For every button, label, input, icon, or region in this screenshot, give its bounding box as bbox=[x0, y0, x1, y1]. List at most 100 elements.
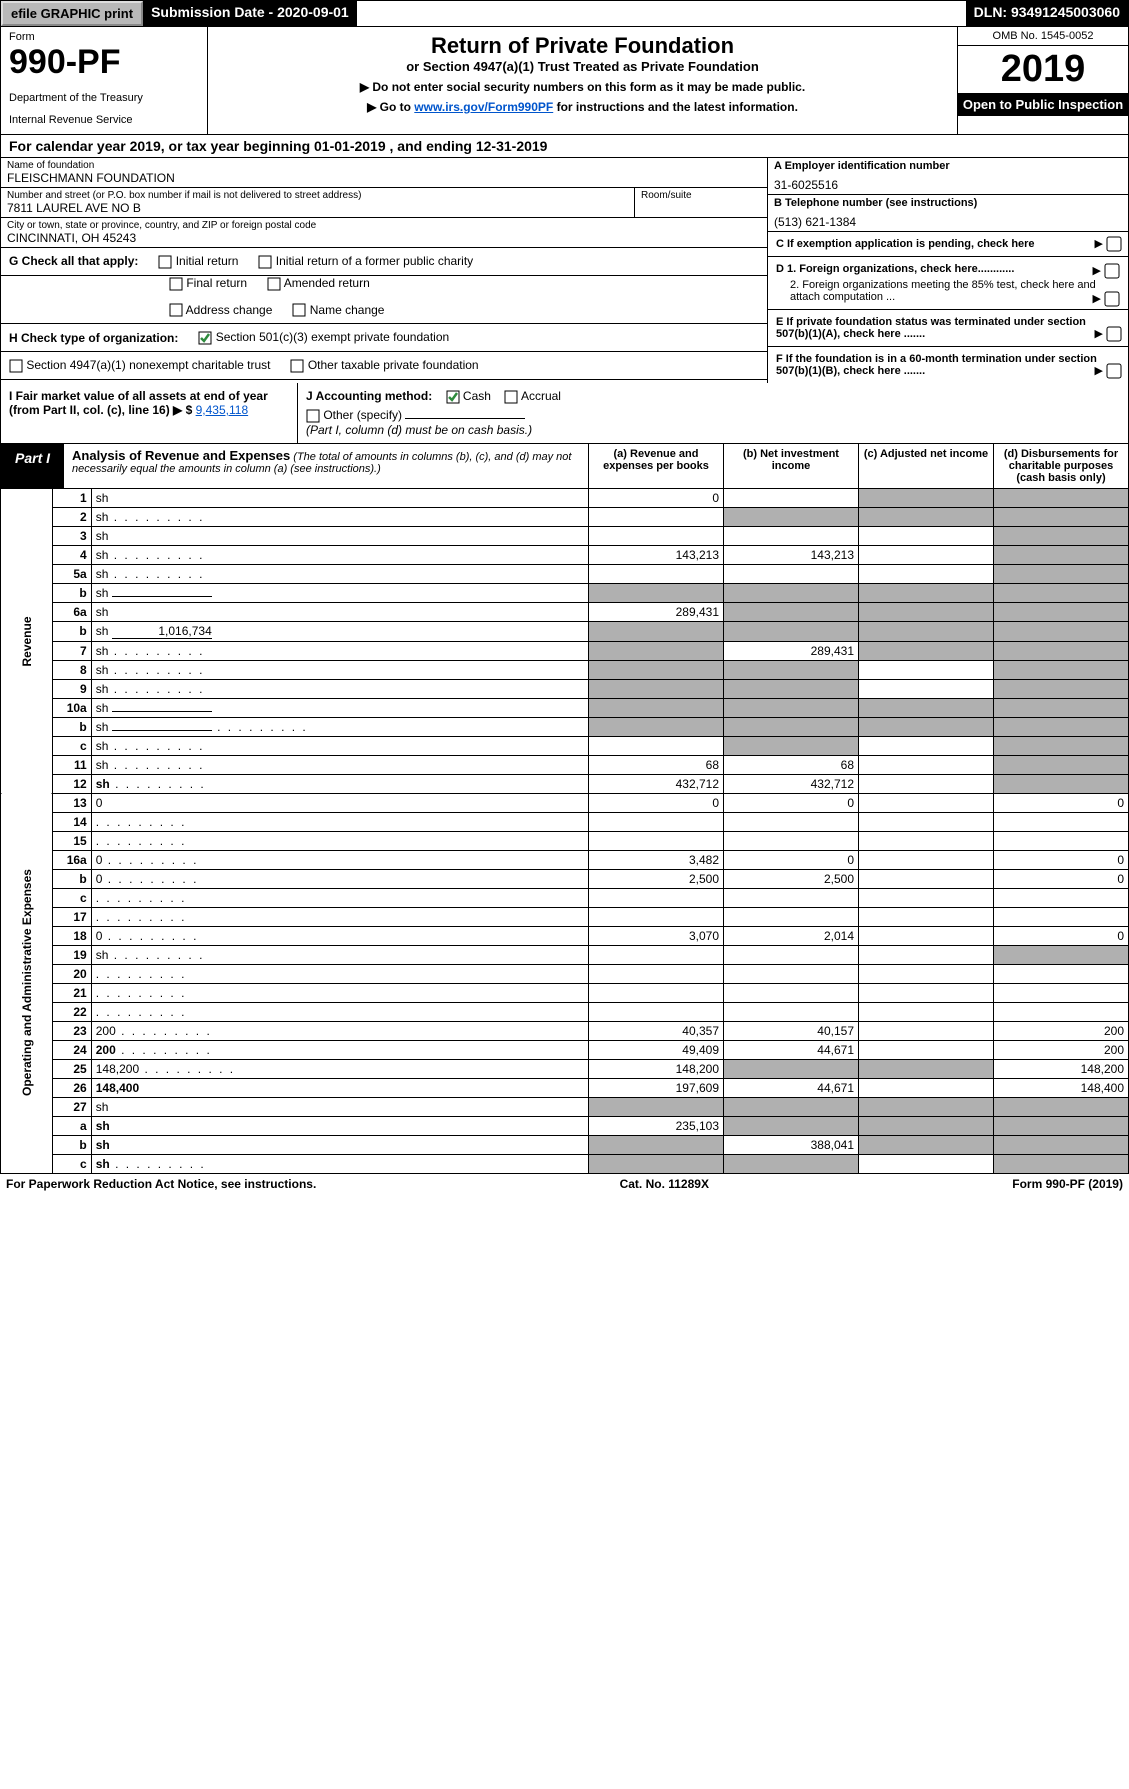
city-cell: City or town, state or province, country… bbox=[1, 218, 767, 248]
row-number: 2 bbox=[52, 507, 91, 526]
table-row: 21 bbox=[1, 983, 1129, 1002]
f-checkbox[interactable]: ▶ bbox=[1094, 363, 1122, 379]
efile-print-button[interactable]: efile GRAPHIC print bbox=[1, 1, 143, 26]
shaded-cell bbox=[724, 1059, 859, 1078]
address: 7811 LAUREL AVE NO B bbox=[7, 201, 628, 215]
j-other-checkbox[interactable]: Other (specify) bbox=[306, 408, 405, 422]
submission-date-label: Submission Date - 2020-09-01 bbox=[143, 1, 357, 26]
shaded-cell bbox=[859, 489, 994, 508]
value-cell bbox=[859, 1002, 994, 1021]
value-cell bbox=[859, 831, 994, 850]
shaded-cell bbox=[859, 583, 994, 602]
value-cell bbox=[859, 907, 994, 926]
part1-label: Part I bbox=[1, 444, 64, 488]
row-description: sh bbox=[91, 1135, 588, 1154]
row-description: 0 bbox=[91, 850, 588, 869]
value-cell bbox=[589, 812, 724, 831]
shaded-cell bbox=[589, 679, 724, 698]
value-cell bbox=[724, 526, 859, 545]
shaded-cell bbox=[994, 621, 1129, 641]
shaded-cell bbox=[994, 736, 1129, 755]
row-number: b bbox=[52, 583, 91, 602]
value-cell bbox=[859, 964, 994, 983]
row-description: sh bbox=[91, 545, 588, 564]
row-description bbox=[91, 888, 588, 907]
shaded-cell bbox=[724, 717, 859, 736]
form-number-box: Form 990-PF Department of the Treasury I… bbox=[1, 27, 208, 134]
top-bar: efile GRAPHIC print Submission Date - 20… bbox=[0, 0, 1129, 27]
value-cell bbox=[859, 1078, 994, 1097]
note-link: ▶ Go to www.irs.gov/Form990PF for instru… bbox=[218, 100, 947, 114]
row-number: 18 bbox=[52, 926, 91, 945]
part1-title: Analysis of Revenue and Expenses bbox=[72, 448, 290, 463]
value-cell: 388,041 bbox=[724, 1135, 859, 1154]
i-value[interactable]: 9,435,118 bbox=[196, 403, 249, 417]
g-amended-return[interactable]: Amended return bbox=[267, 276, 370, 291]
shaded-cell bbox=[589, 717, 724, 736]
shaded-cell bbox=[589, 1154, 724, 1173]
g-opt-5: Name change bbox=[310, 303, 385, 317]
row-description bbox=[91, 1002, 588, 1021]
shaded-cell bbox=[994, 679, 1129, 698]
e-checkbox[interactable]: ▶ bbox=[1094, 326, 1122, 342]
table-row: csh bbox=[1, 736, 1129, 755]
row-number: 11 bbox=[52, 755, 91, 774]
dept-treasury: Department of the Treasury bbox=[9, 92, 199, 104]
g-opt-2: Final return bbox=[186, 276, 247, 290]
shaded-cell bbox=[724, 1097, 859, 1116]
form-title: Return of Private Foundation bbox=[218, 33, 947, 59]
value-cell bbox=[994, 983, 1129, 1002]
row-number: c bbox=[52, 888, 91, 907]
tel-value: (513) 621-1384 bbox=[774, 209, 1122, 229]
table-row: 15 bbox=[1, 831, 1129, 850]
row-description: 200 bbox=[91, 1040, 588, 1059]
shaded-cell bbox=[589, 583, 724, 602]
value-cell bbox=[859, 1021, 994, 1040]
irs-link[interactable]: www.irs.gov/Form990PF bbox=[414, 100, 553, 114]
h-other-taxable[interactable]: Other taxable private foundation bbox=[290, 358, 478, 373]
form-header: Form 990-PF Department of the Treasury I… bbox=[0, 27, 1129, 135]
h-4947[interactable]: Section 4947(a)(1) nonexempt charitable … bbox=[9, 358, 270, 373]
row-number: 27 bbox=[52, 1097, 91, 1116]
d2-checkbox[interactable]: ▶ bbox=[1092, 291, 1120, 307]
g-final-return[interactable]: Final return bbox=[169, 276, 247, 291]
table-row: 8sh bbox=[1, 660, 1129, 679]
g-opt-1: Initial return of a former public charit… bbox=[276, 254, 473, 268]
shaded-cell bbox=[859, 1116, 994, 1135]
tel-label: B Telephone number (see instructions) bbox=[774, 197, 1122, 209]
j-accrual-checkbox[interactable]: Accrual bbox=[504, 389, 561, 403]
row-description: 148,200 bbox=[91, 1059, 588, 1078]
g-name-change[interactable]: Name change bbox=[292, 303, 384, 318]
value-cell: 40,157 bbox=[724, 1021, 859, 1040]
row-description: sh 1,016,734 bbox=[91, 621, 588, 641]
table-row: 2sh bbox=[1, 507, 1129, 526]
value-cell: 40,357 bbox=[589, 1021, 724, 1040]
g-initial-return[interactable]: Initial return bbox=[158, 254, 238, 269]
row-description: sh bbox=[91, 1154, 588, 1173]
value-cell: 148,400 bbox=[994, 1078, 1129, 1097]
value-cell bbox=[859, 888, 994, 907]
h-501c3[interactable]: Section 501(c)(3) exempt private foundat… bbox=[198, 330, 449, 345]
g-initial-former[interactable]: Initial return of a former public charit… bbox=[258, 254, 473, 269]
j-cash-checkbox[interactable]: Cash bbox=[446, 389, 495, 403]
d1-checkbox[interactable]: ▶ bbox=[1092, 263, 1120, 279]
shaded-cell bbox=[724, 1116, 859, 1135]
j-label: J Accounting method: bbox=[306, 389, 432, 403]
g-address-change[interactable]: Address change bbox=[169, 303, 272, 318]
d1-label: D 1. Foreign organizations, check here..… bbox=[776, 263, 1014, 275]
value-cell: 3,482 bbox=[589, 850, 724, 869]
shaded-cell bbox=[994, 660, 1129, 679]
omb-number: OMB No. 1545-0052 bbox=[958, 27, 1128, 46]
foundation-name-cell: Name of foundation FLEISCHMANN FOUNDATIO… bbox=[1, 158, 767, 188]
table-row: 14 bbox=[1, 812, 1129, 831]
footer-left: For Paperwork Reduction Act Notice, see … bbox=[6, 1177, 316, 1191]
title-box: Return of Private Foundation or Section … bbox=[208, 27, 957, 134]
value-cell: 2,500 bbox=[724, 869, 859, 888]
row-description: 0 bbox=[91, 926, 588, 945]
j-accrual: Accrual bbox=[521, 389, 561, 403]
c-checkbox[interactable]: ▶ bbox=[1094, 236, 1122, 252]
row-number: 6a bbox=[52, 602, 91, 621]
name-label: Name of foundation bbox=[7, 160, 761, 171]
ein-label: A Employer identification number bbox=[774, 160, 1122, 172]
g-opt-3: Amended return bbox=[284, 276, 370, 290]
